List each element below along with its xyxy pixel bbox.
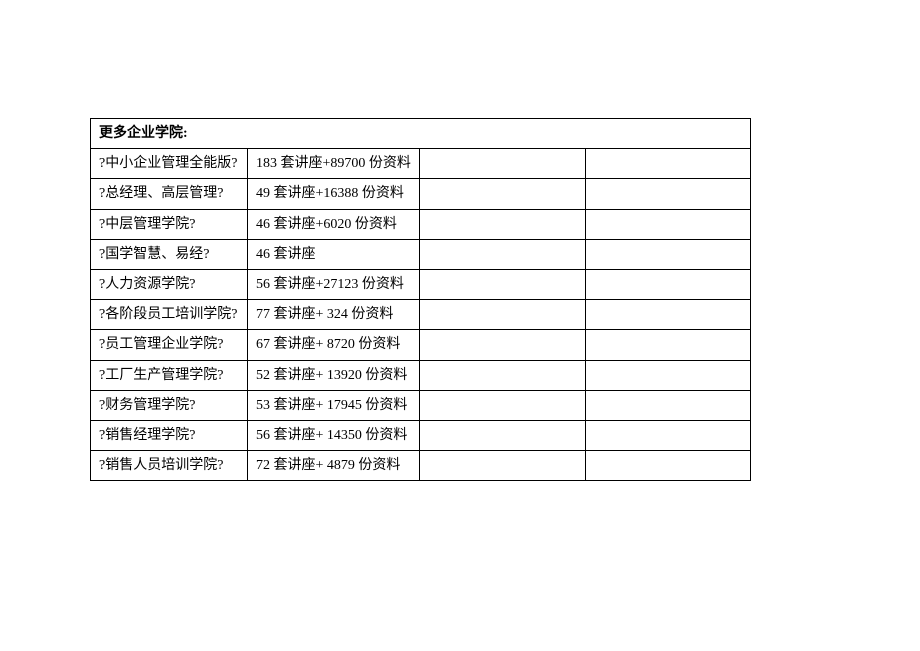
college-name: ?人力资源学院? (91, 269, 248, 299)
college-name: ?总经理、高层管理? (91, 179, 248, 209)
table-row: ?销售经理学院?56 套讲座+ 14350 份资料 (91, 420, 751, 450)
empty-cell (419, 209, 585, 239)
table-header-row: 更多企业学院: (91, 119, 751, 149)
table-row: ?财务管理学院?53 套讲座+ 17945 份资料 (91, 390, 751, 420)
empty-cell (585, 239, 750, 269)
empty-cell (419, 330, 585, 360)
college-detail: 53 套讲座+ 17945 份资料 (248, 390, 420, 420)
table-row: ?中小企业管理全能版?183 套讲座+89700 份资料 (91, 149, 751, 179)
college-detail: 183 套讲座+89700 份资料 (248, 149, 420, 179)
table-body: 更多企业学院: ?中小企业管理全能版?183 套讲座+89700 份资料?总经理… (91, 119, 751, 481)
page: 更多企业学院: ?中小企业管理全能版?183 套讲座+89700 份资料?总经理… (0, 0, 920, 651)
empty-cell (419, 360, 585, 390)
table-row: ?国学智慧、易经?46 套讲座 (91, 239, 751, 269)
college-name: ?中层管理学院? (91, 209, 248, 239)
college-name: ?员工管理企业学院? (91, 330, 248, 360)
empty-cell (585, 390, 750, 420)
empty-cell (585, 420, 750, 450)
college-name: ?工厂生产管理学院? (91, 360, 248, 390)
college-detail: 52 套讲座+ 13920 份资料 (248, 360, 420, 390)
table-row: ?各阶段员工培训学院?77 套讲座+ 324 份资料 (91, 300, 751, 330)
college-name: ?销售经理学院? (91, 420, 248, 450)
course-table: 更多企业学院: ?中小企业管理全能版?183 套讲座+89700 份资料?总经理… (90, 118, 751, 481)
college-name: ?销售人员培训学院? (91, 451, 248, 481)
table-header-text: 更多企业学院: (99, 126, 188, 141)
empty-cell (585, 451, 750, 481)
college-detail: 46 套讲座+6020 份资料 (248, 209, 420, 239)
college-name: ?财务管理学院? (91, 390, 248, 420)
college-detail: 56 套讲座+27123 份资料 (248, 269, 420, 299)
table-row: ?总经理、高层管理?49 套讲座+16388 份资料 (91, 179, 751, 209)
college-detail: 77 套讲座+ 324 份资料 (248, 300, 420, 330)
empty-cell (585, 269, 750, 299)
table-row: ?工厂生产管理学院?52 套讲座+ 13920 份资料 (91, 360, 751, 390)
empty-cell (419, 451, 585, 481)
empty-cell (419, 179, 585, 209)
empty-cell (419, 420, 585, 450)
empty-cell (585, 330, 750, 360)
empty-cell (585, 360, 750, 390)
empty-cell (585, 179, 750, 209)
empty-cell (419, 269, 585, 299)
empty-cell (419, 239, 585, 269)
empty-cell (585, 209, 750, 239)
empty-cell (585, 149, 750, 179)
college-detail: 72 套讲座+ 4879 份资料 (248, 451, 420, 481)
college-detail: 46 套讲座 (248, 239, 420, 269)
college-name: ?各阶段员工培训学院? (91, 300, 248, 330)
empty-cell (419, 149, 585, 179)
table-row: ?人力资源学院?56 套讲座+27123 份资料 (91, 269, 751, 299)
college-name: ?国学智慧、易经? (91, 239, 248, 269)
college-detail: 49 套讲座+16388 份资料 (248, 179, 420, 209)
table-row: ?员工管理企业学院?67 套讲座+ 8720 份资料 (91, 330, 751, 360)
table-row: ?销售人员培训学院?72 套讲座+ 4879 份资料 (91, 451, 751, 481)
table-header: 更多企业学院: (91, 119, 751, 149)
college-detail: 67 套讲座+ 8720 份资料 (248, 330, 420, 360)
empty-cell (419, 390, 585, 420)
college-name: ?中小企业管理全能版? (91, 149, 248, 179)
empty-cell (585, 300, 750, 330)
college-detail: 56 套讲座+ 14350 份资料 (248, 420, 420, 450)
empty-cell (419, 300, 585, 330)
table-row: ?中层管理学院?46 套讲座+6020 份资料 (91, 209, 751, 239)
